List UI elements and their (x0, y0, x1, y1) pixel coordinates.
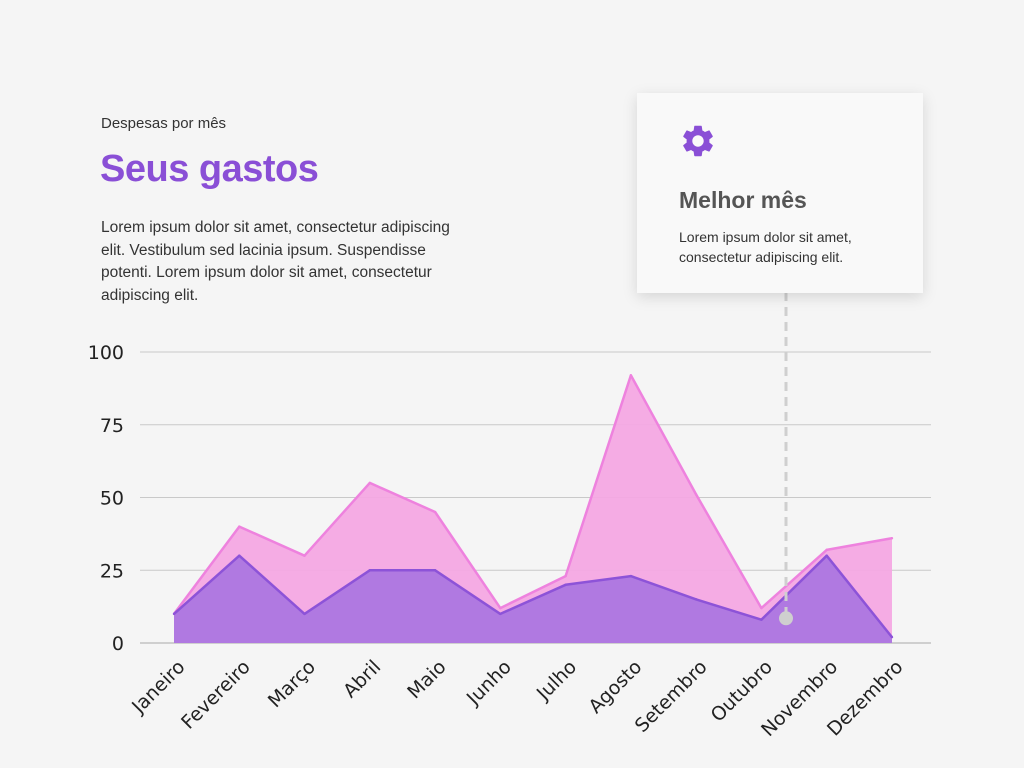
series-1-point (825, 548, 828, 552)
series-1-point (760, 606, 763, 610)
header-subtitle: Despesas por mês (101, 115, 227, 132)
series-2-point (238, 554, 241, 557)
series-1-area (174, 375, 892, 643)
series-1-point (433, 510, 437, 514)
series-2-point (890, 635, 894, 639)
chart-areas (172, 374, 894, 643)
series-1-point (694, 493, 698, 496)
series-2-point (694, 598, 698, 601)
y-tick-label: 50 (100, 488, 124, 510)
y-tick-label: 75 (100, 415, 124, 437)
series-2-point (303, 612, 306, 616)
series-1-point (303, 554, 306, 557)
y-tick-label: 100 (88, 342, 124, 364)
x-tick-label: Fevereiro (177, 656, 255, 734)
y-axis-ticks: 0 25 50 75 100 (88, 342, 124, 655)
series-2-point (629, 574, 633, 578)
series-2-point (368, 569, 372, 572)
series-2-point (433, 569, 437, 572)
series-2-point (760, 618, 763, 621)
series-1-point (368, 481, 372, 485)
series-2-point (825, 554, 828, 557)
x-tick-label: Agosto (584, 656, 646, 718)
y-tick-label: 0 (112, 633, 124, 655)
x-tick-label: Abril (339, 656, 385, 702)
y-tick-label: 25 (100, 560, 124, 582)
series-2-point (172, 612, 176, 616)
series-1-point (629, 374, 633, 377)
page-title: Seus gastos (100, 148, 319, 190)
series-2-line (173, 554, 893, 638)
highlight-dot (779, 611, 793, 626)
card-title: Melhor mês (679, 187, 807, 213)
x-tick-label: Junho (462, 656, 516, 710)
x-tick-label: Maio (403, 656, 450, 703)
series-1-point (499, 606, 502, 610)
x-tick-label: Março (264, 656, 320, 712)
series-1-point (238, 525, 241, 528)
page-description: Lorem ipsum dolor sit amet, consectetur … (101, 219, 450, 304)
best-month-card: Melhor mês Lorem ipsum dolor sit amet, c… (637, 93, 923, 293)
card-text: Lorem ipsum dolor sit amet, consectetur … (679, 229, 852, 265)
x-tick-label: Janeiro (127, 656, 189, 718)
highlight-marker (779, 292, 793, 626)
series-1-point (564, 574, 567, 578)
series-1-point (890, 537, 894, 540)
x-tick-label: Julho (532, 656, 581, 705)
gear-icon (683, 125, 713, 157)
series-2-point (564, 583, 567, 586)
series-2-point (499, 612, 502, 616)
series-1-line (172, 374, 893, 615)
